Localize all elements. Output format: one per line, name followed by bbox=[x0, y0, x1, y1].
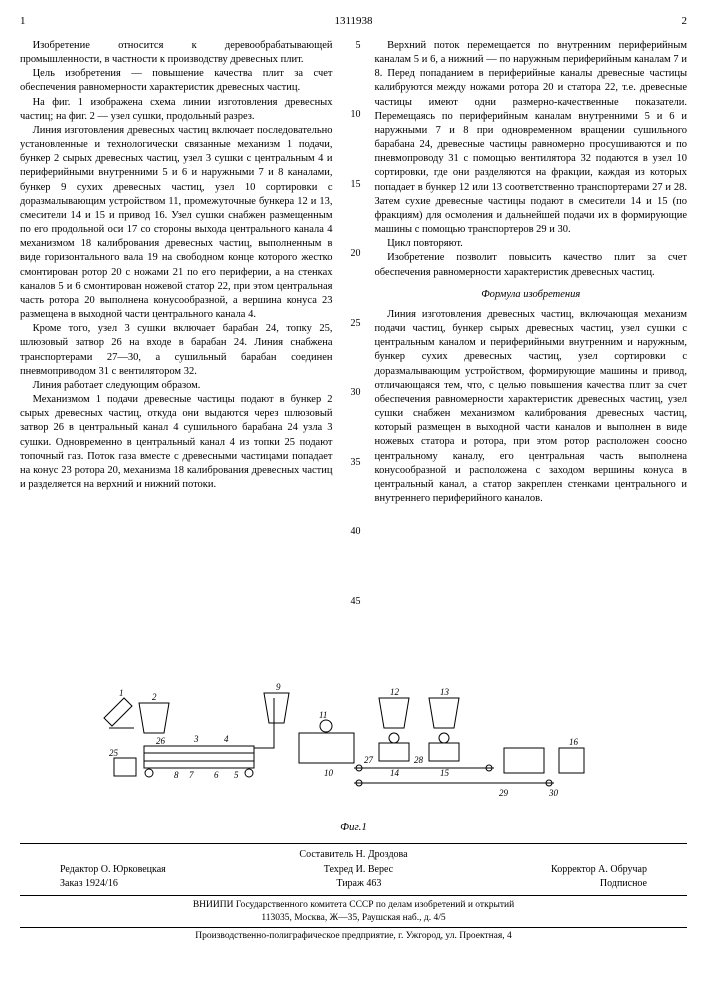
document-number: 1311938 bbox=[26, 14, 682, 29]
corrector: Корректор А. Обручар bbox=[551, 863, 647, 877]
imprint-line: ВНИИПИ Государственного комитета СССР по… bbox=[20, 899, 687, 912]
svg-text:29: 29 bbox=[499, 788, 509, 798]
subscription: Подписное bbox=[600, 877, 647, 891]
imprint-line: Производственно-полиграфическое предприя… bbox=[20, 927, 687, 943]
svg-text:2: 2 bbox=[152, 692, 157, 702]
paragraph: Изобретение относится к деревообрабатыва… bbox=[20, 39, 333, 67]
paragraph: Линия работает следующим образом. bbox=[20, 379, 333, 393]
svg-text:4: 4 bbox=[224, 734, 229, 744]
credits-block: Составитель Н. Дроздова Редактор О. Юрко… bbox=[20, 843, 687, 891]
svg-text:7: 7 bbox=[189, 770, 194, 780]
paragraph: Линия изготовления древесных частиц, вкл… bbox=[375, 308, 688, 506]
order-number: Заказ 1924/16 bbox=[60, 877, 118, 891]
line-mark: 45 bbox=[347, 595, 361, 609]
svg-text:5: 5 bbox=[234, 770, 239, 780]
paragraph: Линия изготовления древесных частиц вклю… bbox=[20, 124, 333, 322]
paragraph: Изобретение позволит повысить качество п… bbox=[375, 251, 688, 279]
tech-editor: Техред И. Верес bbox=[324, 863, 393, 877]
schematic-diagram-icon: 1 2 25 26 3 4 5 6 7 8 9 11 10 12 13 14 1… bbox=[94, 678, 614, 818]
svg-text:27: 27 bbox=[364, 755, 374, 765]
line-mark: 35 bbox=[347, 456, 361, 470]
svg-text:15: 15 bbox=[440, 768, 450, 778]
tirazh: Тираж 463 bbox=[336, 877, 381, 891]
svg-text:30: 30 bbox=[548, 788, 559, 798]
svg-text:28: 28 bbox=[414, 755, 424, 765]
line-mark: 10 bbox=[347, 108, 361, 122]
svg-text:8: 8 bbox=[174, 770, 179, 780]
paragraph: Кроме того, узел 3 сушки включает бараба… bbox=[20, 322, 333, 379]
figure-caption: Фиг.1 bbox=[20, 820, 687, 835]
imprint-line: 113035, Москва, Ж—35, Раушская наб., д. … bbox=[20, 912, 687, 925]
line-mark: 5 bbox=[347, 39, 361, 53]
paragraph: На фиг. 1 изображена схема линии изготов… bbox=[20, 96, 333, 124]
line-mark: 30 bbox=[347, 386, 361, 400]
imprint-block: ВНИИПИ Государственного комитета СССР по… bbox=[20, 895, 687, 943]
paragraph: Механизмом 1 подачи древесные частицы по… bbox=[20, 393, 333, 492]
line-mark: 20 bbox=[347, 247, 361, 261]
column-right: Верхний поток перемещается по внутренним… bbox=[375, 39, 688, 665]
paragraph: Верхний поток перемещается по внутренним… bbox=[375, 39, 688, 237]
paragraph: Цикл повторяют. bbox=[375, 237, 688, 251]
column-left: Изобретение относится к деревообрабатыва… bbox=[20, 39, 333, 665]
svg-text:9: 9 bbox=[276, 682, 281, 692]
paragraph: Цель изобретения — повышение качества пл… bbox=[20, 67, 333, 95]
svg-text:3: 3 bbox=[193, 734, 199, 744]
editor: Редактор О. Юрковецкая bbox=[60, 863, 166, 877]
svg-text:1: 1 bbox=[119, 688, 124, 698]
svg-text:6: 6 bbox=[214, 770, 219, 780]
text-columns: Изобретение относится к деревообрабатыва… bbox=[20, 39, 687, 665]
formula-title: Формула изобретения bbox=[375, 288, 688, 302]
svg-text:10: 10 bbox=[324, 768, 334, 778]
svg-text:26: 26 bbox=[156, 736, 166, 746]
svg-text:11: 11 bbox=[319, 710, 327, 720]
compiler: Составитель Н. Дроздова bbox=[20, 848, 687, 862]
figure-1: 1 2 25 26 3 4 5 6 7 8 9 11 10 12 13 14 1… bbox=[20, 678, 687, 835]
svg-text:13: 13 bbox=[440, 687, 450, 697]
line-number-gutter: 5 10 15 20 25 30 35 40 45 bbox=[347, 39, 361, 665]
page-header: 1 1311938 2 bbox=[20, 14, 687, 29]
svg-text:16: 16 bbox=[569, 737, 579, 747]
svg-text:12: 12 bbox=[390, 687, 400, 697]
svg-text:14: 14 bbox=[390, 768, 400, 778]
page-num-right: 2 bbox=[682, 14, 688, 29]
line-mark: 25 bbox=[347, 317, 361, 331]
line-mark: 40 bbox=[347, 525, 361, 539]
svg-text:25: 25 bbox=[109, 748, 119, 758]
line-mark: 15 bbox=[347, 178, 361, 192]
